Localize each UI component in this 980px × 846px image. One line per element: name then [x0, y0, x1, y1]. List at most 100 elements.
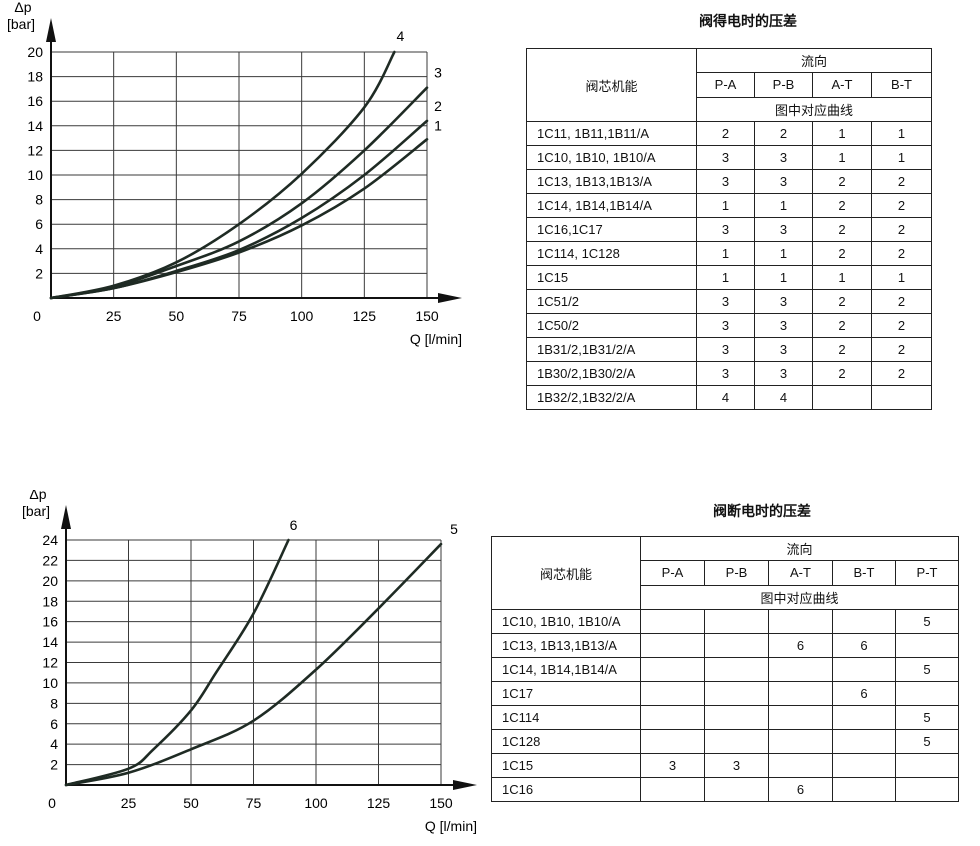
column-header: B-T: [832, 560, 896, 586]
curve-number-cell: [768, 729, 833, 754]
curve-number-cell: 3: [696, 313, 755, 338]
table-row: 1C128 5: [491, 729, 960, 754]
y-tick-label: 20: [42, 573, 58, 589]
y-tick-label: 10: [42, 675, 58, 691]
row-label: 1C114, 1C128: [526, 241, 697, 266]
curve-number-cell: 1: [754, 193, 813, 218]
x-tick-label: 100: [290, 308, 314, 324]
y-tick-label: 18: [42, 593, 58, 609]
table-row: 1B30/2,1B30/2/A 3 3 2 2: [526, 361, 933, 386]
row-label: 1C15: [526, 265, 697, 290]
table-deenergized: 阀芯机能 流向 P-A P-B A-T B-T P-T 图中对应曲线 1C10, 1B10, …: [491, 535, 960, 802]
curve-number-cell: 5: [894, 657, 960, 682]
series-line-6: [64, 538, 290, 787]
curve-number-cell: 6: [832, 633, 896, 658]
curve-number-cell: 1: [870, 145, 933, 170]
curve-number-cell: 3: [754, 313, 813, 338]
y-tick-label: 14: [27, 118, 43, 134]
column-header: P-T: [894, 560, 960, 586]
curve-number-cell: 3: [696, 289, 755, 314]
y-tick-label: 6: [35, 216, 43, 232]
curve-number-cell: 3: [754, 145, 813, 170]
curve-number-cell: [894, 753, 960, 778]
curve-number-cell: 3: [696, 217, 755, 242]
table-row: 1C15 1 1 1 1: [526, 265, 933, 290]
curve-number-cell: 2: [812, 169, 872, 194]
curve-number-cell: 3: [754, 361, 813, 386]
flow-direction-header: 流向: [695, 47, 933, 74]
table-row: 1C50/2 3 3 2 2: [526, 313, 933, 338]
curve-number-cell: 6: [768, 633, 833, 658]
table-energized: 阀芯机能 流向 P-A P-B A-T B-T 图中对应曲线 1C11, 1B11,1B11…: [526, 47, 933, 410]
x-tick-label: 150: [415, 308, 439, 324]
row-label: 1C51/2: [526, 289, 697, 314]
x-tick-label: 50: [169, 308, 185, 324]
curve-number-cell: 1: [696, 193, 755, 218]
curve-number-cell: [640, 729, 705, 754]
x-tick-label: 150: [429, 795, 453, 811]
curve-number-cell: [768, 705, 833, 730]
table-row: 1C16 6: [491, 777, 960, 802]
curve-number-cell: [640, 609, 705, 634]
curve-number-cell: 1: [870, 265, 933, 290]
row-label: 1B32/2,1B32/2/A: [526, 385, 697, 410]
y-tick-label: 16: [42, 614, 58, 630]
curve-number-cell: 3: [754, 289, 813, 314]
curve-number-cell: [832, 657, 896, 682]
table-row: 1C14, 1B14,1B14/A 1 1 2 2: [526, 193, 933, 218]
series-line-5: [64, 542, 443, 787]
curve-number-cell: [704, 729, 769, 754]
curve-number-cell: [768, 657, 833, 682]
x-tick-label: 0: [48, 795, 56, 811]
curve-number-cell: 1: [754, 241, 813, 266]
curve-number-cell: 5: [894, 609, 960, 634]
column-header: P-B: [704, 560, 769, 586]
curve-number-cell: 1: [754, 265, 813, 290]
curve-number-cell: 1: [696, 265, 755, 290]
curve-number-cell: [832, 753, 896, 778]
series-label-3: 3: [434, 65, 442, 81]
y-tick-label: 10: [27, 167, 43, 183]
y-axis-label: Δp: [29, 490, 46, 502]
row-label: 1C11, 1B11,1B11/A: [526, 121, 697, 146]
curve-number-cell: [640, 681, 705, 706]
curve-number-cell: [704, 633, 769, 658]
curve-number-cell: 2: [870, 337, 933, 362]
table-row: 1C51/2 3 3 2 2: [526, 289, 933, 314]
table2-title: 阀断电时的压差: [713, 504, 811, 520]
y-tick-label: 22: [42, 552, 58, 568]
curve-number-cell: [640, 633, 705, 658]
table-row: 1C114 5: [491, 705, 960, 730]
curve-number-cell: 6: [832, 681, 896, 706]
x-axis-arrow: [438, 293, 462, 303]
column-header: P-B: [754, 72, 813, 98]
curve-number-cell: 3: [696, 169, 755, 194]
curve-number-cell: 2: [812, 361, 872, 386]
curve-number-cell: 2: [754, 121, 813, 146]
curve-number-cell: 1: [812, 121, 872, 146]
series-label-4: 4: [397, 28, 405, 44]
column-header: B-T: [870, 72, 933, 98]
row-label: 1C13, 1B13,1B13/A: [491, 633, 641, 658]
x-tick-label: 0: [33, 308, 41, 324]
curve-number-cell: 1: [812, 145, 872, 170]
x-tick-label: 50: [183, 795, 199, 811]
y-tick-label: 2: [50, 757, 58, 773]
row-label: 1C17: [491, 681, 641, 706]
table-row: 1C15 3 3: [491, 753, 960, 778]
column-header: A-T: [812, 72, 872, 98]
curve-number-cell: 2: [870, 289, 933, 314]
curve-number-cell: 5: [894, 705, 960, 730]
y-axis-arrow: [61, 505, 71, 529]
row-label: 1C13, 1B13,1B13/A: [526, 169, 697, 194]
table-row: 1C11, 1B11,1B11/A 2 2 1 1: [526, 121, 933, 146]
x-tick-label: 25: [106, 308, 122, 324]
curve-number-cell: 5: [894, 729, 960, 754]
curve-number-cell: [894, 777, 960, 802]
table-row: 1C17 6: [491, 681, 960, 706]
curve-number-cell: 2: [870, 361, 933, 386]
curve-number-cell: 2: [870, 313, 933, 338]
y-tick-label: 16: [27, 93, 43, 109]
curve-number-cell: 2: [812, 241, 872, 266]
